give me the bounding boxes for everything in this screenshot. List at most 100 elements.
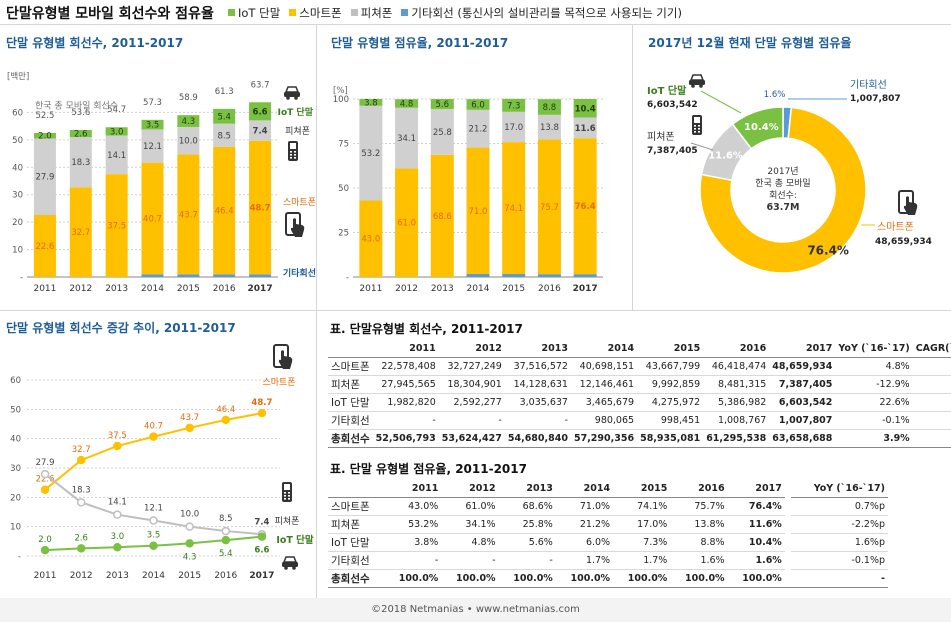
total-label: 63.7 xyxy=(251,80,270,90)
data-label: 22.6 xyxy=(35,242,54,252)
data-label: 76.4 xyxy=(575,202,596,212)
data-label: 61.0 xyxy=(397,219,416,229)
data-label: 4.3 xyxy=(182,117,196,127)
table-cell: 43.0% xyxy=(384,497,442,516)
column-header: CAGR(`11-`17) xyxy=(912,340,951,358)
data-label: 22.6 xyxy=(36,475,55,485)
x-tick-label: 2011 xyxy=(33,284,56,294)
table-cell: 46,418,474 xyxy=(703,357,770,376)
table-cell: -19.9% xyxy=(912,375,951,394)
table-row: 피처폰 27,945,565 18,304,901 14,128,631 12,146,… xyxy=(328,375,951,394)
table-cell: 8,481,315 xyxy=(703,375,770,394)
donut-center-text: 2017년 xyxy=(767,166,798,177)
y-tick-label: 30 xyxy=(10,464,21,474)
table-cell xyxy=(912,411,951,430)
column-header: 2011 xyxy=(372,340,439,358)
bar-segment xyxy=(395,107,419,169)
bar-segment xyxy=(249,140,272,275)
y-tick-label: 50 xyxy=(338,184,349,194)
leader-line xyxy=(690,142,714,151)
table-cell: 100.0% xyxy=(670,569,728,588)
bar-segment xyxy=(502,98,526,112)
series-name-smart: 스마트폰 xyxy=(262,377,295,388)
table-cell: 2,592,277 xyxy=(438,393,505,412)
data-label: 32.7 xyxy=(71,228,90,238)
bar-segment xyxy=(537,139,561,275)
table-row: IoT 단말 1,982,820 2,592,277 3,035,637 3,465,6… xyxy=(328,393,951,412)
x-tick-label: 2012 xyxy=(395,284,418,294)
table2-title: 표. 단말 유형별 점유율, 2011-2017 xyxy=(330,462,527,476)
column-header: 2012 xyxy=(438,340,505,358)
data-label: 8.8 xyxy=(543,103,557,113)
x-tick-label: 2017 xyxy=(573,284,598,294)
table-cell: 980,065 xyxy=(570,411,638,430)
data-label: 14.1 xyxy=(107,151,126,161)
table-cell: 5,386,982 xyxy=(703,393,770,412)
bar-segment xyxy=(213,146,236,275)
table-cell: 53.2% xyxy=(384,515,442,534)
data-label: 37.5 xyxy=(107,222,126,232)
data-label: 12.1 xyxy=(144,504,163,514)
bar-segment xyxy=(249,274,272,277)
x-tick-label: 2015 xyxy=(177,284,200,294)
column-header: 2011 xyxy=(384,480,442,498)
row-label: 피쳐폰 xyxy=(328,515,385,534)
data-label: 5.6 xyxy=(436,100,450,110)
table-cell: 22,578,408 xyxy=(372,357,439,376)
table-cell: 61,295,538 xyxy=(703,429,770,448)
bar-segment xyxy=(213,123,236,147)
table-row: 총회선수 52,506,793 53,624,427 54,680,840 57,290… xyxy=(328,429,951,448)
data-label: 14.1 xyxy=(108,498,127,508)
x-tick-label: 2013 xyxy=(106,571,129,581)
table-cell: 27,945,565 xyxy=(372,375,439,394)
table-cell: 1.6% xyxy=(670,551,728,570)
bar-segment xyxy=(177,115,200,127)
bar-segment xyxy=(33,215,56,277)
table-cell: 4.8% xyxy=(835,357,913,376)
outer-name-other: 기타회선 xyxy=(850,79,887,91)
data-label: 71.0 xyxy=(469,207,488,217)
table-cell: 6,603,542 xyxy=(769,393,836,412)
page-title: 단말유형별 모바일 회선수와 점유율 xyxy=(6,6,214,22)
data-label: 43.7 xyxy=(180,413,199,423)
bar-segment xyxy=(573,99,597,118)
table-cell: 1,008,767 xyxy=(703,411,770,430)
feature-phone-icon xyxy=(282,482,292,502)
x-tick-label: 2016 xyxy=(538,284,561,294)
data-label: 3.5 xyxy=(147,531,161,541)
panel-title-bar-counts: 단말 유형별 회선수, 2011-2017 xyxy=(6,36,184,50)
bar-segment xyxy=(33,133,56,139)
donut-center-text: 63.7M xyxy=(767,202,800,213)
bar-segment xyxy=(573,117,597,139)
x-tick-label: 2011 xyxy=(34,571,57,581)
data-label: 46.4 xyxy=(216,405,235,415)
data-label: 48.7 xyxy=(250,203,271,213)
table-cell: 61.0% xyxy=(441,497,499,516)
smartphone-icon xyxy=(273,344,293,369)
data-label: 3.0 xyxy=(110,127,124,137)
data-label: 2.0 xyxy=(38,132,52,142)
data-label: 75.7 xyxy=(540,203,559,213)
data-point xyxy=(221,526,231,536)
legend-swatch xyxy=(228,9,235,16)
legend-swatch xyxy=(289,9,297,16)
legend-item: 스마트폰 xyxy=(289,5,342,21)
bar-segment xyxy=(177,154,200,275)
table-cell: 11.6% xyxy=(727,515,785,534)
bar-segment xyxy=(395,168,419,277)
data-label: 21.2 xyxy=(469,125,488,135)
data-point xyxy=(76,498,86,507)
series-label-other: 기타회선 xyxy=(283,267,316,279)
column-header xyxy=(328,340,373,358)
table-cell: 9,992,859 xyxy=(637,375,704,394)
donut-slice xyxy=(731,106,784,150)
table-cell: 71.0% xyxy=(555,497,614,516)
table-cell: 37,516,572 xyxy=(504,357,571,376)
table-cell: 100.0% xyxy=(384,569,442,588)
footer: ©2018 Netmanias • www.netmanias.com xyxy=(0,598,951,622)
data-label: 18.3 xyxy=(71,158,90,168)
legend-item: 피쳐폰 xyxy=(350,5,392,21)
data-point xyxy=(113,510,122,519)
donut-center-text: 한국 총 모바일 xyxy=(755,178,810,189)
data-label: 25.8 xyxy=(433,128,452,138)
